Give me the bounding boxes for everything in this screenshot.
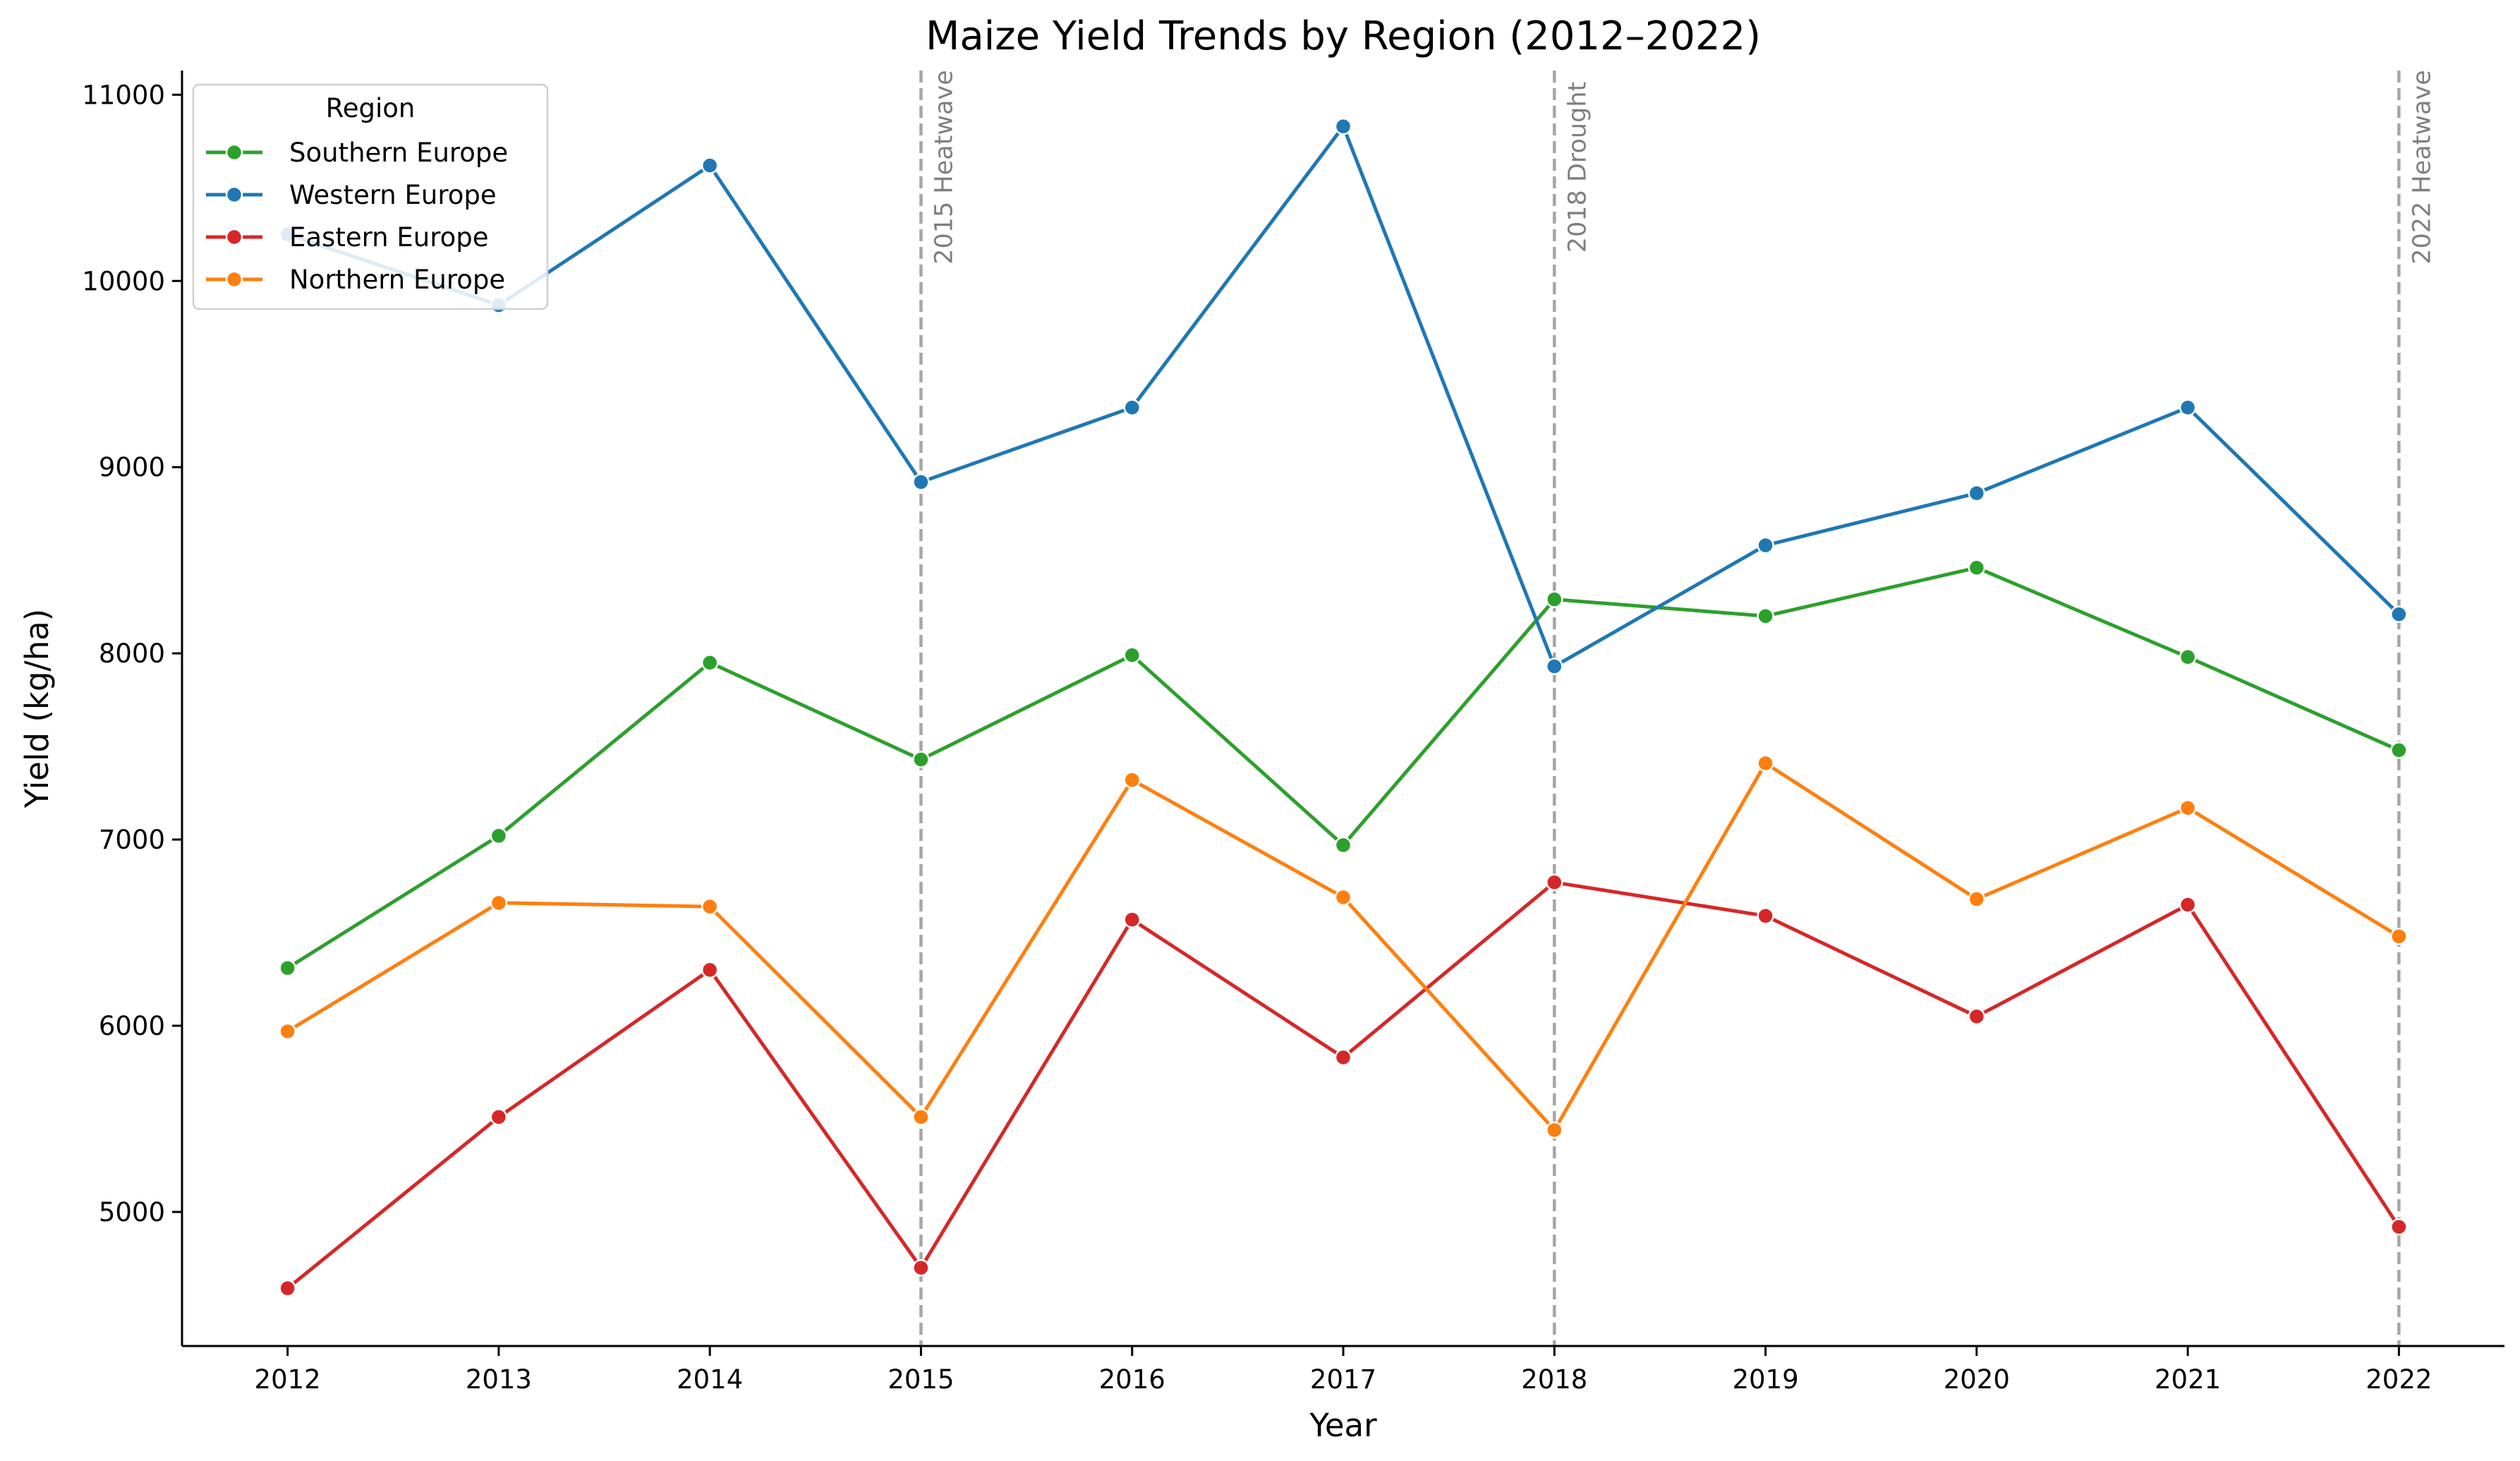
y-tick-label: 8000	[99, 638, 165, 669]
legend-marker	[225, 186, 243, 204]
annotation-label: 2022 Heatwave	[2408, 70, 2436, 265]
data-point	[279, 1022, 296, 1041]
data-point	[1757, 907, 1774, 925]
legend-items: Southern Europe Western Europe Eastern Eur…	[206, 138, 508, 295]
series-0	[279, 559, 2408, 977]
y-tick-label: 7000	[99, 825, 165, 855]
legend-marker	[225, 143, 243, 162]
legend-marker	[225, 270, 243, 289]
series-line	[286, 761, 2400, 1132]
x-tick-label: 2022	[2365, 1364, 2432, 1395]
series-3	[279, 754, 2408, 1139]
data-point	[1968, 559, 1986, 576]
x-tick-label: 2015	[888, 1364, 954, 1395]
series-line	[286, 566, 2400, 970]
data-point	[1757, 754, 1774, 772]
legend-title: Region	[326, 93, 416, 123]
series-2	[279, 873, 2408, 1297]
data-point	[912, 1108, 930, 1126]
annotation-label: 2018 Drought	[1563, 82, 1592, 253]
data-point	[1123, 399, 1141, 416]
x-tick-label: 2017	[1310, 1364, 1376, 1395]
data-point	[2179, 799, 2197, 817]
legend-label: Eastern Europe	[289, 222, 489, 253]
data-point	[701, 654, 719, 672]
data-point	[2390, 928, 2408, 945]
x-axis-label: Year	[1309, 1407, 1377, 1444]
y-ticks: 5000 6000 7000 8000 9000 10000 11000	[82, 80, 182, 1227]
data-point	[1334, 836, 1352, 854]
data-point	[1546, 657, 1563, 675]
data-point	[1757, 607, 1774, 625]
data-point	[490, 1108, 508, 1126]
data-point	[912, 751, 930, 768]
legend-label: Southern Europe	[289, 138, 508, 168]
legend-item: Eastern Europe	[206, 222, 489, 253]
data-point	[490, 827, 508, 845]
y-tick-label: 5000	[99, 1197, 165, 1227]
y-tick-label: 6000	[99, 1011, 165, 1041]
legend-box	[192, 83, 549, 310]
data-point	[912, 1259, 930, 1277]
data-point	[2179, 399, 2197, 416]
axes: 2012 2013 2014 2015 2016 2017 2018 2019 2020 2021…	[82, 71, 2504, 1395]
data-point	[1123, 646, 1141, 665]
y-tick-label: 11000	[82, 80, 165, 110]
x-tick-label: 2016	[1099, 1364, 1165, 1395]
chart-title: Maize Yield Trends by Region (2012–2022)	[926, 13, 1761, 59]
legend-item: Southern Europe	[206, 138, 508, 168]
data-point	[490, 894, 508, 912]
data-point	[1968, 1007, 1986, 1026]
data-point	[1123, 771, 1141, 789]
x-tick-label: 2018	[1521, 1364, 1587, 1395]
x-tick-label: 2021	[2155, 1364, 2221, 1395]
data-point	[2390, 741, 2408, 759]
annotation-layer: 2015 Heatwave 2018 Drought 2022 Heatwave	[919, 70, 2436, 1346]
data-point	[2179, 648, 2197, 666]
legend-marker	[225, 228, 243, 246]
data-point	[1757, 536, 1774, 554]
y-tick-label: 10000	[82, 266, 165, 296]
x-tick-label: 2014	[677, 1364, 743, 1395]
data-point	[1968, 484, 1986, 502]
legend-item: Western Europe	[206, 180, 497, 210]
x-tick-label: 2020	[1944, 1364, 2010, 1395]
y-tick-label: 9000	[99, 452, 165, 483]
data-point	[701, 157, 719, 174]
y-axis-label: Yield (kg/ha)	[18, 609, 56, 808]
legend-item: Northern Europe	[206, 265, 505, 295]
data-point	[1968, 890, 1986, 908]
data-point	[1123, 911, 1141, 928]
data-point	[1334, 888, 1352, 907]
data-point	[701, 961, 719, 979]
series-layer	[279, 117, 2408, 1297]
data-point	[1334, 1048, 1352, 1067]
series-line	[286, 880, 2401, 1290]
x-tick-label: 2012	[255, 1364, 321, 1395]
legend-label: Western Europe	[289, 180, 497, 210]
x-ticks: 2012 2013 2014 2015 2016 2017 2018 2019 2020 2021…	[255, 1346, 2432, 1395]
data-point	[2390, 1218, 2408, 1236]
data-point	[1546, 590, 1563, 608]
data-point	[2390, 605, 2408, 623]
data-point	[912, 473, 930, 491]
data-point	[1334, 117, 1352, 135]
legend: Region Southern Europe Western Europe East…	[192, 83, 549, 310]
x-tick-label: 2013	[466, 1364, 532, 1395]
x-tick-label: 2019	[1732, 1364, 1798, 1395]
data-point	[279, 959, 296, 977]
data-point	[2179, 896, 2197, 914]
data-point	[701, 897, 719, 916]
annotation-label: 2015 Heatwave	[930, 70, 958, 265]
data-point	[279, 1279, 296, 1297]
data-point	[1546, 1121, 1563, 1139]
plot-area: 2015 Heatwave 2018 Drought 2022 Heatwave	[279, 70, 2436, 1346]
series-line	[286, 124, 2401, 669]
series-1	[279, 117, 2408, 675]
legend-label: Northern Europe	[289, 265, 505, 295]
data-point	[1546, 873, 1563, 892]
